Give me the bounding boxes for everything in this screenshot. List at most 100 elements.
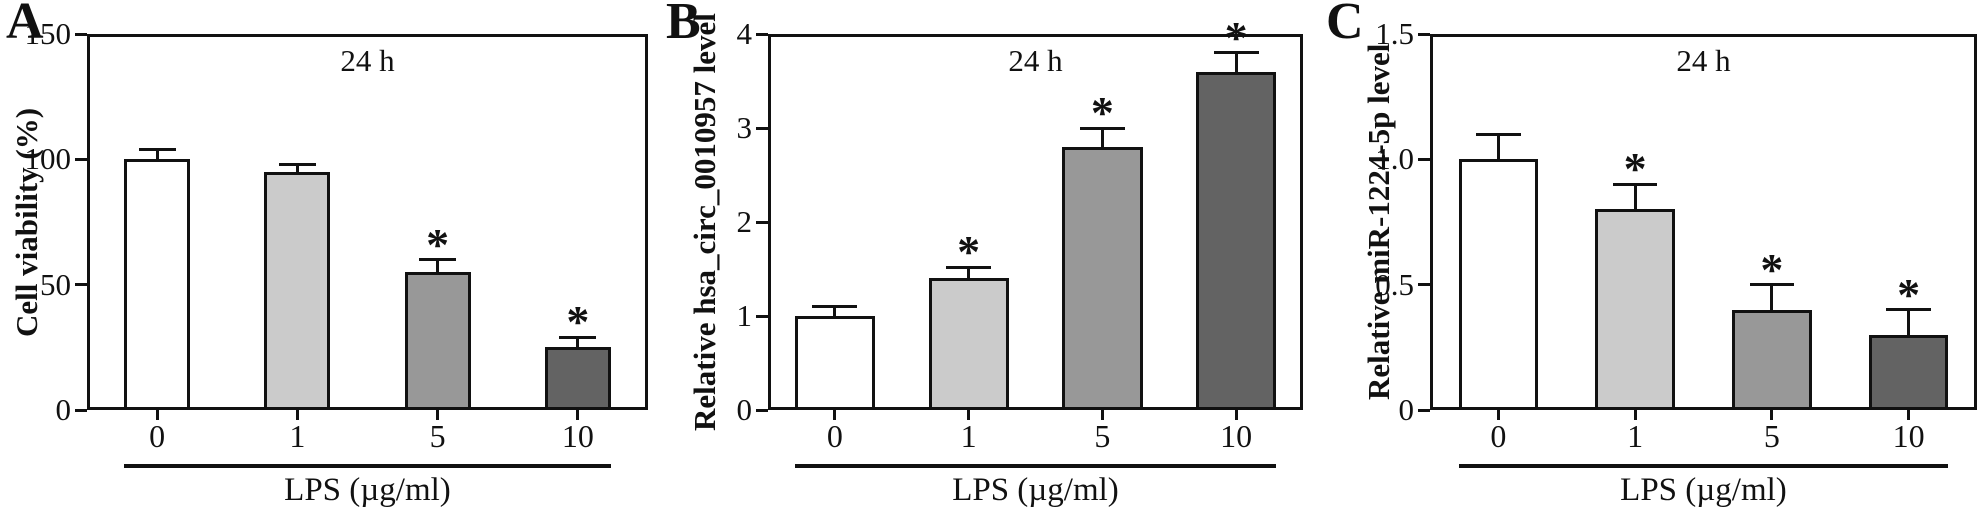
y-tick: [756, 408, 768, 412]
significance-star: *: [1090, 87, 1114, 138]
panel: C Relative miR-1224-5p level 24 h LPS (µ…: [1320, 0, 1979, 512]
y-tick: [756, 126, 768, 130]
x-axis-label: LPS (µg/ml): [1620, 472, 1787, 508]
time-label: 24 h: [1676, 43, 1731, 78]
y-tick-label: 100: [24, 141, 72, 177]
y-tick: [756, 314, 768, 318]
significance-star: *: [1760, 243, 1784, 295]
x-tick: [576, 410, 580, 420]
significance-star: *: [957, 226, 981, 278]
error-bar-cap: [1612, 182, 1658, 186]
y-tick-label: 0.5: [1375, 266, 1414, 302]
y-tick: [1418, 408, 1430, 412]
error-bar-stem: [1496, 134, 1500, 160]
error-bar-stem: [295, 164, 299, 172]
x-group-line: [1458, 464, 1949, 468]
x-category-label: 10: [561, 418, 594, 454]
bar: [1458, 159, 1539, 410]
error-bar-stem: [1100, 128, 1104, 147]
y-tick: [756, 220, 768, 224]
x-category-label: 1: [960, 418, 977, 454]
bar: [1868, 334, 1949, 410]
bar: [124, 159, 191, 410]
x-category-label: 10: [1220, 418, 1253, 454]
y-tick-label: 4: [736, 16, 753, 51]
y-tick: [75, 408, 87, 412]
x-category-label: 1: [289, 418, 306, 454]
error-bar-stem: [1907, 309, 1911, 335]
error-bar-stem: [1234, 52, 1238, 72]
bar: [264, 171, 331, 410]
x-tick: [436, 410, 440, 420]
error-bar-cap: [559, 335, 597, 339]
y-tick: [75, 283, 87, 287]
bar: [1595, 209, 1675, 410]
y-tick: [1418, 32, 1430, 36]
y-tick: [1418, 283, 1430, 287]
y-tick-label: 1.0: [1375, 141, 1414, 177]
panel-letter: C: [1326, 0, 1364, 50]
time-label: 24 h: [340, 43, 395, 78]
significance-star: *: [566, 296, 590, 348]
x-tick: [1100, 410, 1104, 420]
error-bar-cap: [278, 162, 316, 166]
y-tick: [75, 157, 87, 161]
y-tick-label: 3: [736, 110, 753, 145]
x-category-label: 10: [1892, 418, 1925, 454]
y-tick: [1418, 157, 1430, 161]
bar: [1732, 309, 1812, 410]
error-bar-cap: [138, 147, 176, 151]
x-tick: [1496, 410, 1500, 420]
y-tick-label: 0: [736, 392, 753, 427]
time-label: 24 h: [1008, 43, 1063, 78]
bar: [544, 347, 611, 410]
error-bar-stem: [1633, 184, 1637, 210]
x-tick: [967, 410, 971, 420]
x-category-label: 0: [149, 418, 166, 454]
x-axis-label: LPS (µg/ml): [284, 472, 451, 508]
y-tick-label: 0: [1398, 392, 1415, 427]
error-bar-stem: [967, 267, 971, 279]
x-category-label: 5: [429, 418, 446, 454]
x-category-label: 1: [1627, 418, 1644, 454]
x-tick: [1633, 410, 1637, 420]
y-tick-label: 1: [736, 298, 753, 333]
error-bar-stem: [833, 306, 837, 316]
significance-star: *: [1623, 143, 1647, 195]
error-bar-cap: [1749, 283, 1795, 287]
bar: [404, 272, 471, 410]
panel: A Cell viability (%) 24 h LPS (µg/ml) 0 5…: [0, 0, 660, 512]
x-tick: [1770, 410, 1774, 420]
x-axis-label: LPS (µg/ml): [952, 472, 1119, 508]
y-axis-label: Relative miR-1224-5p level: [1361, 43, 1396, 401]
error-bar-cap: [1886, 308, 1931, 312]
error-bar-stem: [436, 259, 440, 273]
panel-letter: B: [666, 0, 701, 50]
x-tick: [155, 410, 159, 420]
panel: B Relative hsa_circ_0010957 level 24 h L…: [660, 0, 1320, 512]
x-group-line: [124, 464, 611, 468]
significance-star: *: [426, 218, 450, 270]
y-tick-label: 1.5: [1375, 16, 1414, 51]
error-bar-cap: [419, 258, 457, 262]
x-tick: [1907, 410, 1911, 420]
significance-star: *: [1224, 11, 1248, 63]
x-category-label: 5: [1094, 418, 1111, 454]
significance-star: *: [1897, 268, 1921, 320]
bar: [1062, 146, 1143, 410]
y-tick-label: 150: [24, 16, 72, 51]
error-bar-cap: [1213, 51, 1259, 55]
error-bar-stem: [1770, 284, 1774, 310]
error-bar-stem: [155, 149, 159, 160]
x-category-label: 5: [1763, 418, 1780, 454]
error-bar-cap: [1079, 126, 1125, 130]
error-bar-cap: [812, 305, 858, 309]
y-tick-label: 2: [736, 204, 753, 239]
y-tick: [75, 32, 87, 36]
x-category-label: 0: [826, 418, 843, 454]
error-bar-stem: [576, 337, 580, 348]
x-category-label: 0: [1490, 418, 1507, 454]
x-tick: [833, 410, 837, 420]
bar: [928, 278, 1009, 410]
